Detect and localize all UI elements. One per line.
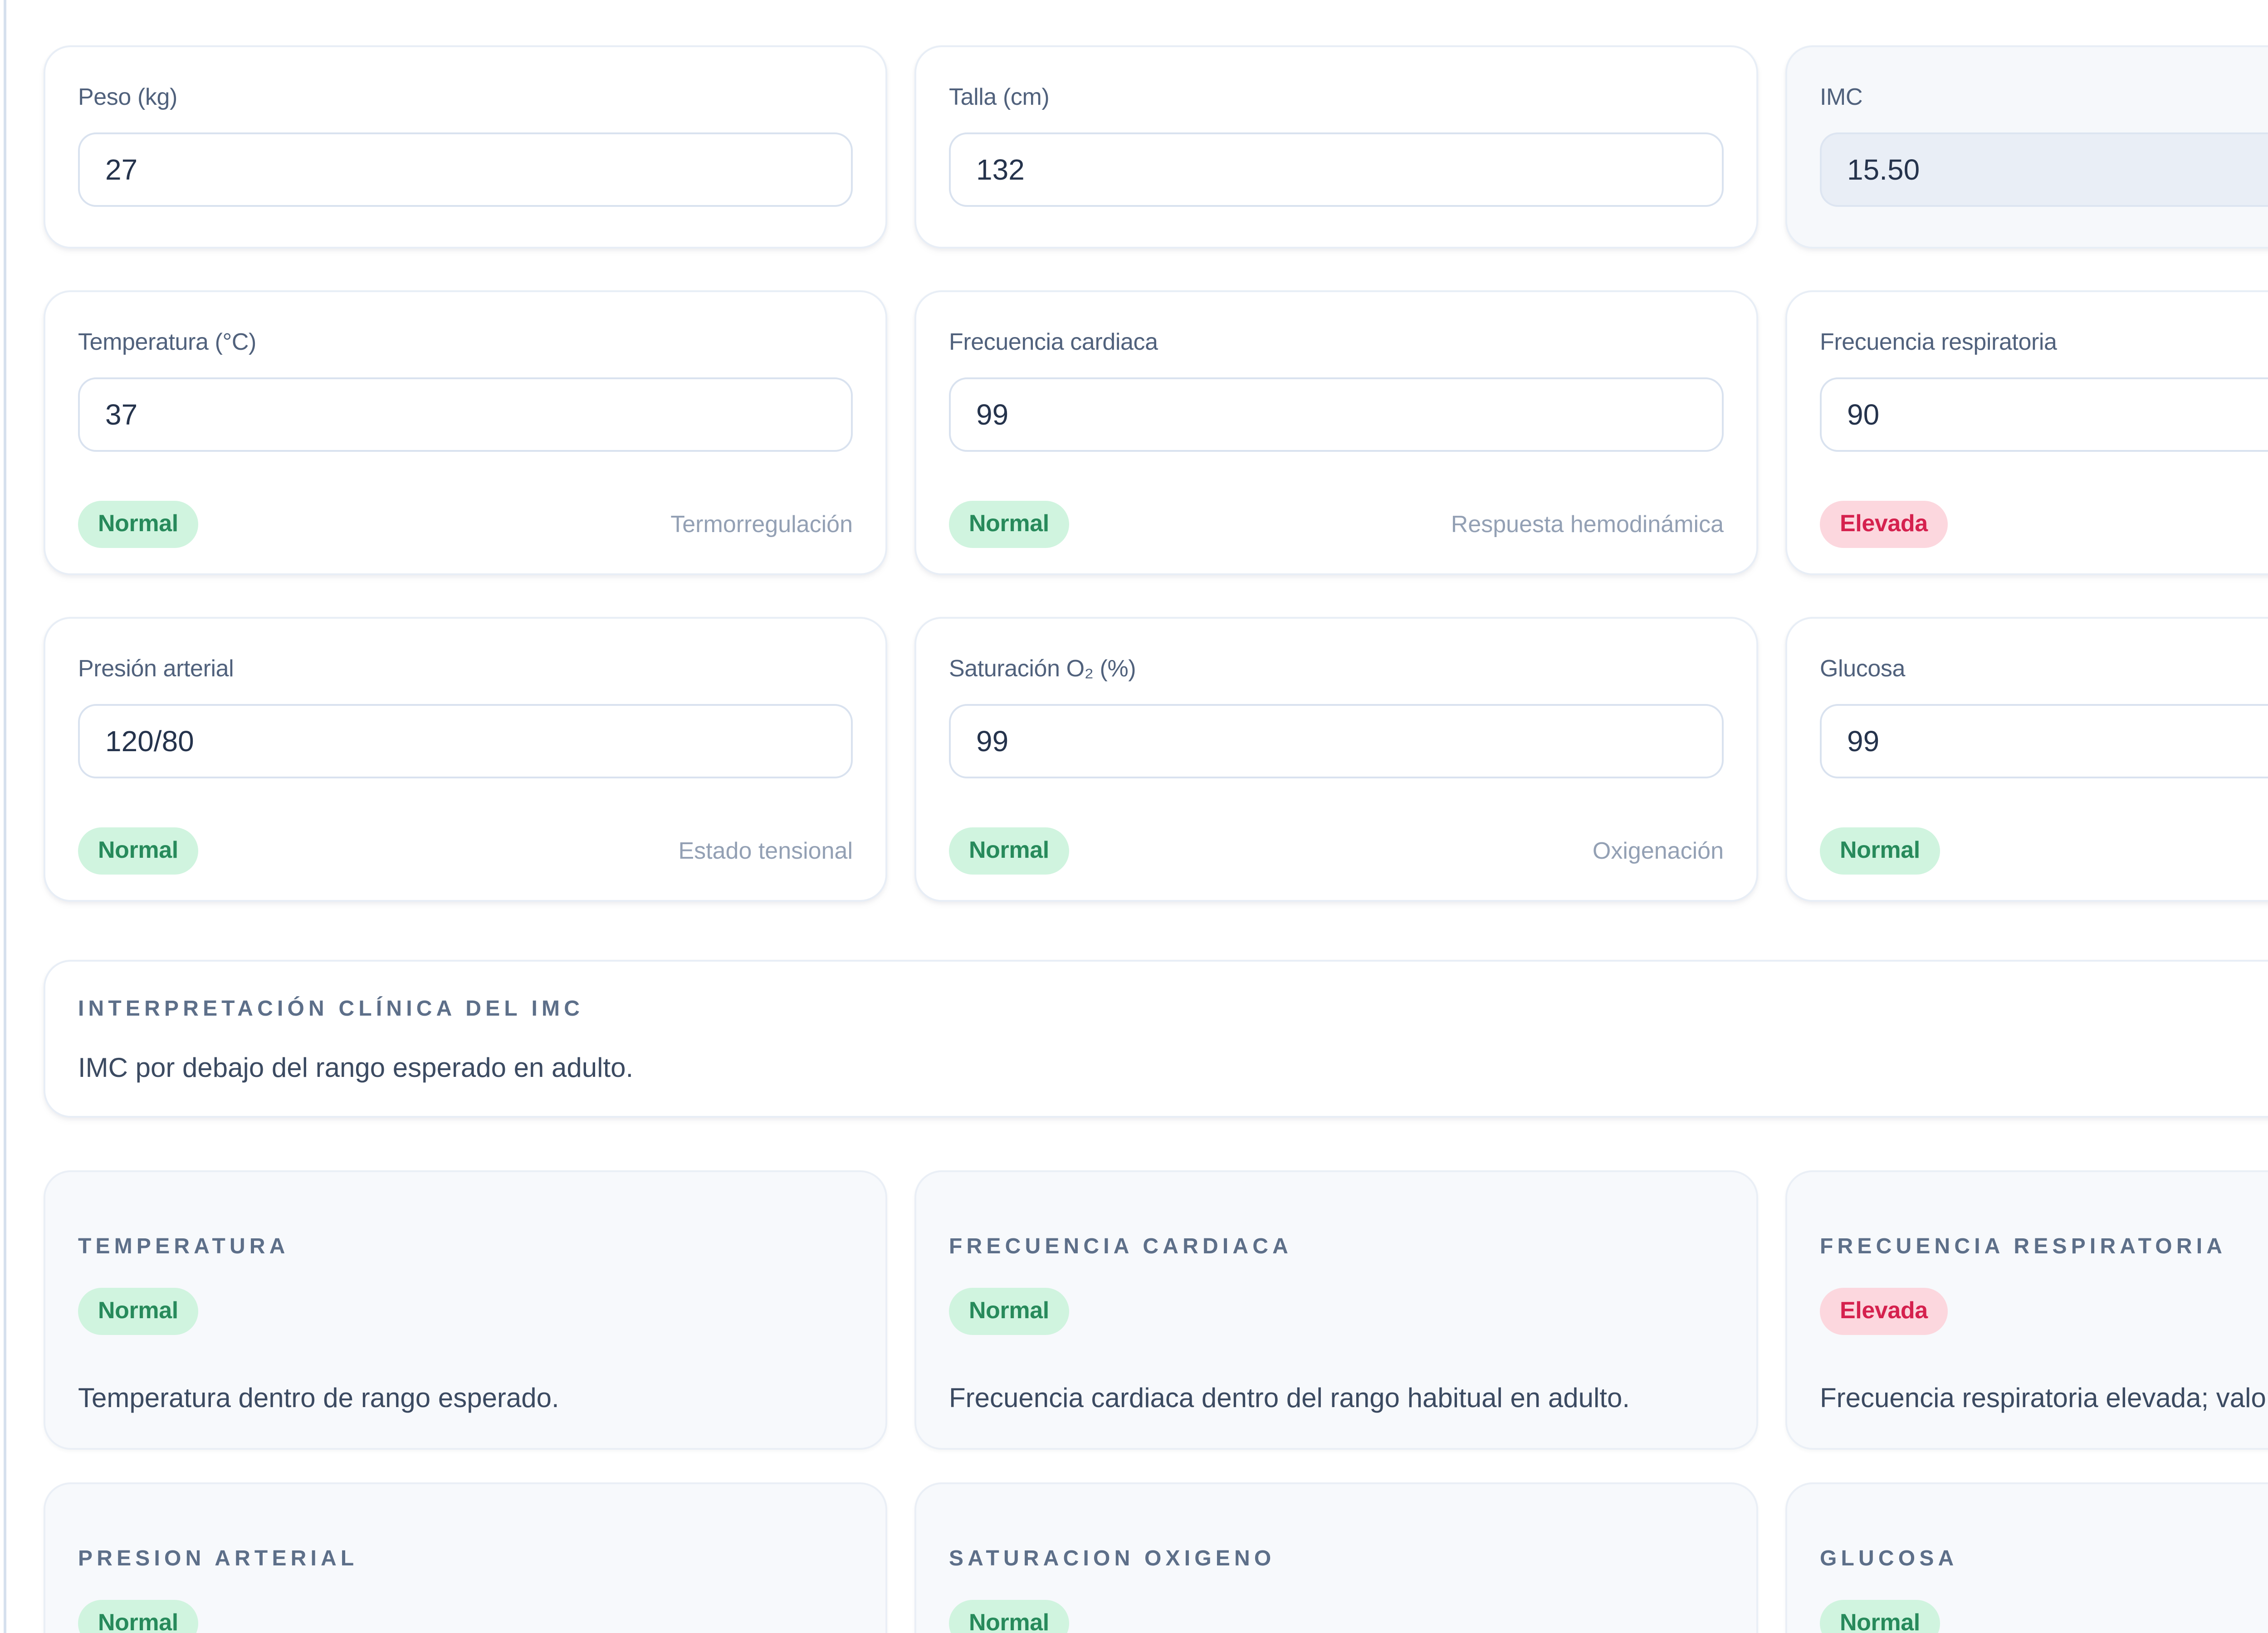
temperature-domain-label: Termorregulación <box>670 511 853 538</box>
bmi-card: IMC <box>1785 45 2268 249</box>
height-input[interactable] <box>949 132 1724 207</box>
temperature-status-row: Normal Termorregulación <box>78 501 853 548</box>
summary-oxygen-saturation-status-badge: Normal <box>949 1600 1069 1633</box>
glucose-status-row: Normal Metabolismo <box>1820 827 2268 875</box>
oxygen-saturation-status-row: Normal Oxigenación <box>949 827 1724 875</box>
heart-rate-input[interactable] <box>949 377 1724 452</box>
heart-rate-card: Frecuencia cardiaca Normal Respuesta hem… <box>914 290 1758 575</box>
respiratory-rate-label: Frecuencia respiratoria <box>1820 329 2057 355</box>
blood-pressure-label: Presión arterial <box>78 655 234 682</box>
summary-oxygen-saturation-title: SATURACION OXIGENO <box>949 1546 1276 1570</box>
summary-glucose-status-badge: Normal <box>1820 1600 1940 1633</box>
glucose-label: Glucosa <box>1820 655 1905 682</box>
blood-pressure-card: Presión arterial Normal Estado tensional <box>44 617 887 902</box>
heart-rate-label: Frecuencia cardiaca <box>949 329 1158 355</box>
summary-blood-pressure-title: PRESION ARTERIAL <box>78 1546 358 1570</box>
summary-card-heart-rate: FRECUENCIA CARDIACA Normal Frecuencia ca… <box>914 1170 1758 1450</box>
bmi-interpretation-title: INTERPRETACIÓN CLÍNICA DEL IMC <box>78 997 584 1021</box>
weight-label: Peso (kg) <box>78 84 177 110</box>
glucose-status-badge: Normal <box>1820 827 1940 875</box>
summary-temperature-text: Temperatura dentro de rango esperado. <box>78 1383 559 1413</box>
glucose-card: Glucosa Normal Metabolismo <box>1785 617 2268 902</box>
summary-card-blood-pressure: PRESION ARTERIAL Normal <box>44 1482 887 1633</box>
summary-card-glucose: GLUCOSA Normal <box>1785 1482 2268 1633</box>
blood-pressure-domain-label: Estado tensional <box>678 838 853 864</box>
height-label: Talla (cm) <box>949 84 1050 110</box>
temperature-input[interactable] <box>78 377 853 452</box>
vitals-form-grid: Peso (kg) Talla (cm) IMC Temperatura (°C… <box>44 45 2268 902</box>
summary-respiratory-rate-text: Frecuencia respiratoria elevada; valorar… <box>1820 1383 2268 1413</box>
oxygen-saturation-input[interactable] <box>949 704 1724 778</box>
panel-left-border <box>4 0 6 1633</box>
temperature-card: Temperatura (°C) Normal Termorregulación <box>44 290 887 575</box>
summary-temperature-status-badge: Normal <box>78 1288 198 1335</box>
bmi-interpretation-card: INTERPRETACIÓN CLÍNICA DEL IMC IMC por d… <box>44 960 2268 1118</box>
oxygen-saturation-domain-label: Oxigenación <box>1592 838 1724 864</box>
oxygen-saturation-status-badge: Normal <box>949 827 1069 875</box>
bmi-interpretation-text: IMC por debajo del rango esperado en adu… <box>78 1052 634 1083</box>
summary-heart-rate-status-badge: Normal <box>949 1288 1069 1335</box>
summary-respiratory-rate-title: FRECUENCIA RESPIRATORIA <box>1820 1234 2227 1258</box>
summary-grid: TEMPERATURA Normal Temperatura dentro de… <box>44 1170 2268 1633</box>
height-card: Talla (cm) <box>914 45 1758 249</box>
glucose-input[interactable] <box>1820 704 2268 778</box>
summary-glucose-title: GLUCOSA <box>1820 1546 1958 1570</box>
respiratory-rate-input[interactable] <box>1820 377 2268 452</box>
bmi-label: IMC <box>1820 84 1863 110</box>
blood-pressure-input[interactable] <box>78 704 853 778</box>
respiratory-rate-status-row: Elevada Patrón ventilatorio <box>1820 501 2268 548</box>
respiratory-rate-status-badge: Elevada <box>1820 501 1948 548</box>
temperature-label: Temperatura (°C) <box>78 329 256 355</box>
weight-card: Peso (kg) <box>44 45 887 249</box>
weight-input[interactable] <box>78 132 853 207</box>
summary-heart-rate-title: FRECUENCIA CARDIACA <box>949 1234 1293 1258</box>
summary-blood-pressure-status-badge: Normal <box>78 1600 198 1633</box>
oxygen-saturation-label: Saturación O₂ (%) <box>949 655 1136 682</box>
summary-card-temperature: TEMPERATURA Normal Temperatura dentro de… <box>44 1170 887 1450</box>
oxygen-saturation-card: Saturación O₂ (%) Normal Oxigenación <box>914 617 1758 902</box>
vitals-form: Peso (kg) Talla (cm) IMC Temperatura (°C… <box>44 45 2268 1633</box>
summary-temperature-title: TEMPERATURA <box>78 1234 289 1258</box>
temperature-status-badge: Normal <box>78 501 198 548</box>
heart-rate-status-badge: Normal <box>949 501 1069 548</box>
heart-rate-status-row: Normal Respuesta hemodinámica <box>949 501 1724 548</box>
blood-pressure-status-badge: Normal <box>78 827 198 875</box>
respiratory-rate-card: Frecuencia respiratoria Elevada Patrón v… <box>1785 290 2268 575</box>
summary-heart-rate-text: Frecuencia cardiaca dentro del rango hab… <box>949 1383 1630 1413</box>
summary-card-oxygen-saturation: SATURACION OXIGENO Normal <box>914 1482 1758 1633</box>
bmi-output <box>1820 132 2268 207</box>
summary-card-respiratory-rate: FRECUENCIA RESPIRATORIA Elevada Frecuenc… <box>1785 1170 2268 1450</box>
heart-rate-domain-label: Respuesta hemodinámica <box>1451 511 1724 538</box>
blood-pressure-status-row: Normal Estado tensional <box>78 827 853 875</box>
summary-respiratory-rate-status-badge: Elevada <box>1820 1288 1948 1335</box>
